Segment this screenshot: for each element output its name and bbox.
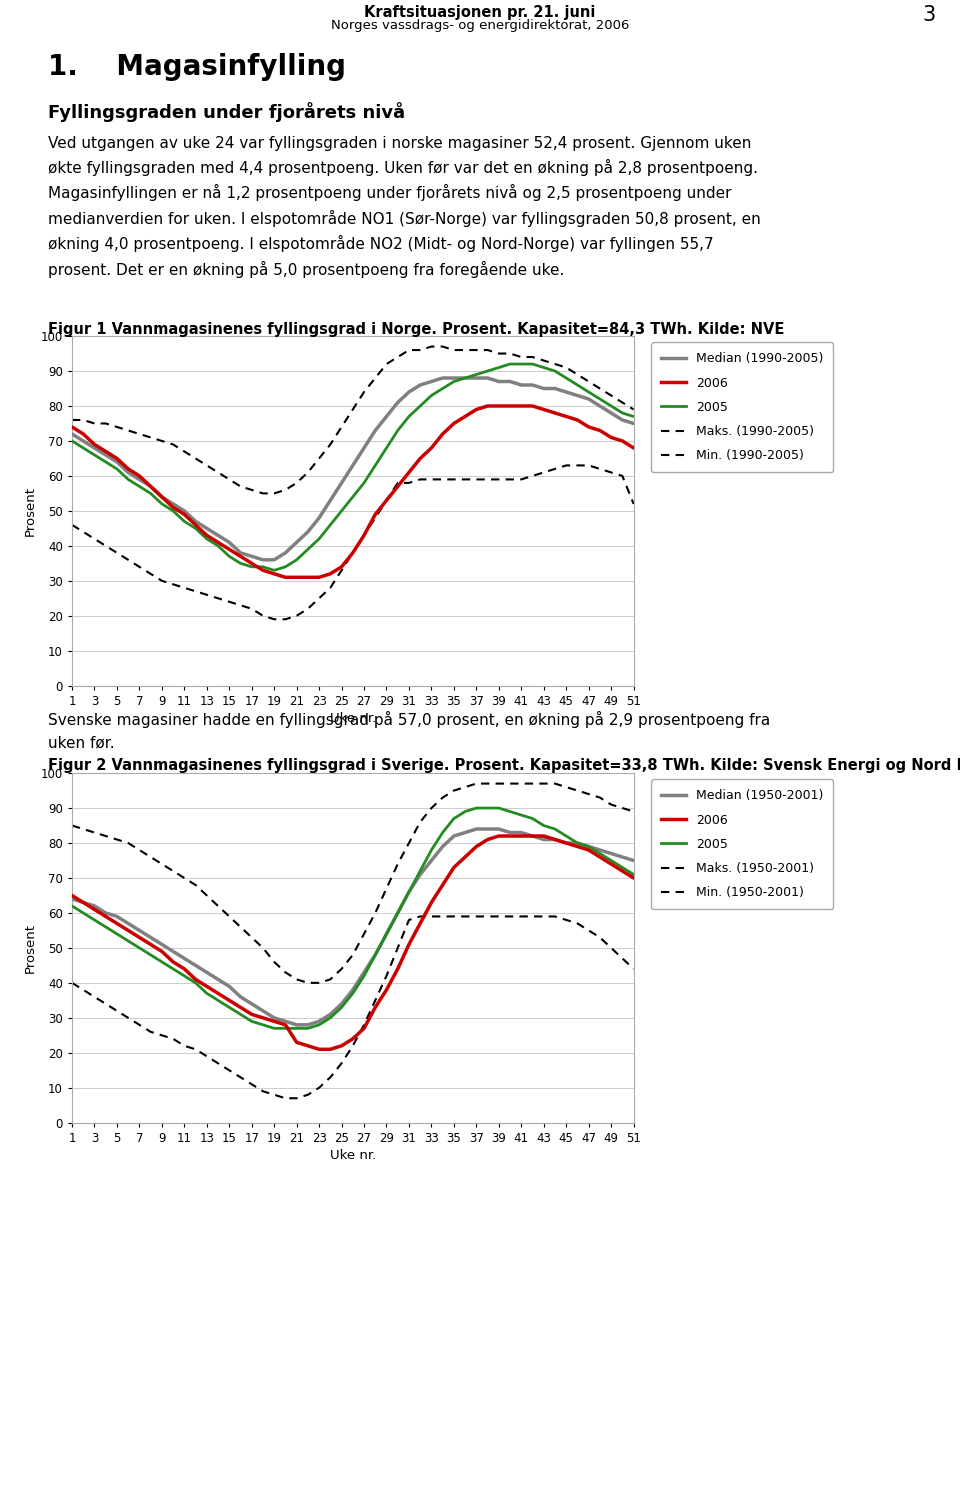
X-axis label: Uke nr.: Uke nr. bbox=[329, 1148, 376, 1162]
Text: Ved utgangen av uke 24 var fyllingsgraden i norske magasiner 52,4 prosent. Gjenn: Ved utgangen av uke 24 var fyllingsgrade… bbox=[48, 136, 760, 277]
X-axis label: Uke nr.: Uke nr. bbox=[329, 711, 376, 725]
Text: Svenske magasiner hadde en fyllingsgrad på 57,0 prosent, en økning på 2,9 prosen: Svenske magasiner hadde en fyllingsgrad … bbox=[48, 711, 770, 750]
Legend: Median (1990-2005), 2006, 2005, Maks. (1990-2005), Min. (1990-2005): Median (1990-2005), 2006, 2005, Maks. (1… bbox=[651, 342, 833, 472]
Text: Figur 2 Vannmagasinenes fyllingsgrad i Sverige. Prosent. Kapasitet=33,8 TWh. Kil: Figur 2 Vannmagasinenes fyllingsgrad i S… bbox=[48, 758, 960, 773]
Text: Kraftsituasjonen pr. 21. juni: Kraftsituasjonen pr. 21. juni bbox=[364, 5, 596, 20]
Text: Figur 1 Vannmagasinenes fyllingsgrad i Norge. Prosent. Kapasitet=84,3 TWh. Kilde: Figur 1 Vannmagasinenes fyllingsgrad i N… bbox=[48, 322, 784, 338]
Text: Norges vassdrags- og energidirektorat, 2006: Norges vassdrags- og energidirektorat, 2… bbox=[331, 18, 629, 32]
Text: 3: 3 bbox=[923, 5, 936, 26]
Text: Fyllingsgraden under fjorårets nivå: Fyllingsgraden under fjorårets nivå bbox=[48, 102, 405, 122]
Text: 1.    Magasinfylling: 1. Magasinfylling bbox=[48, 53, 346, 81]
Y-axis label: Prosent: Prosent bbox=[24, 922, 36, 974]
Y-axis label: Prosent: Prosent bbox=[24, 485, 36, 536]
Legend: Median (1950-2001), 2006, 2005, Maks. (1950-2001), Min. (1950-2001): Median (1950-2001), 2006, 2005, Maks. (1… bbox=[651, 779, 833, 909]
